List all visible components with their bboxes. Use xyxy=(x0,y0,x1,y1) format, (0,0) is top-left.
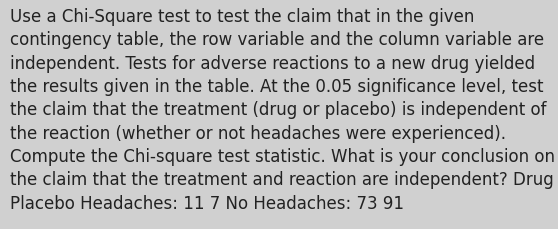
Text: Use a Chi-Square test to test the claim that in the given
contingency table, the: Use a Chi-Square test to test the claim … xyxy=(10,8,555,212)
